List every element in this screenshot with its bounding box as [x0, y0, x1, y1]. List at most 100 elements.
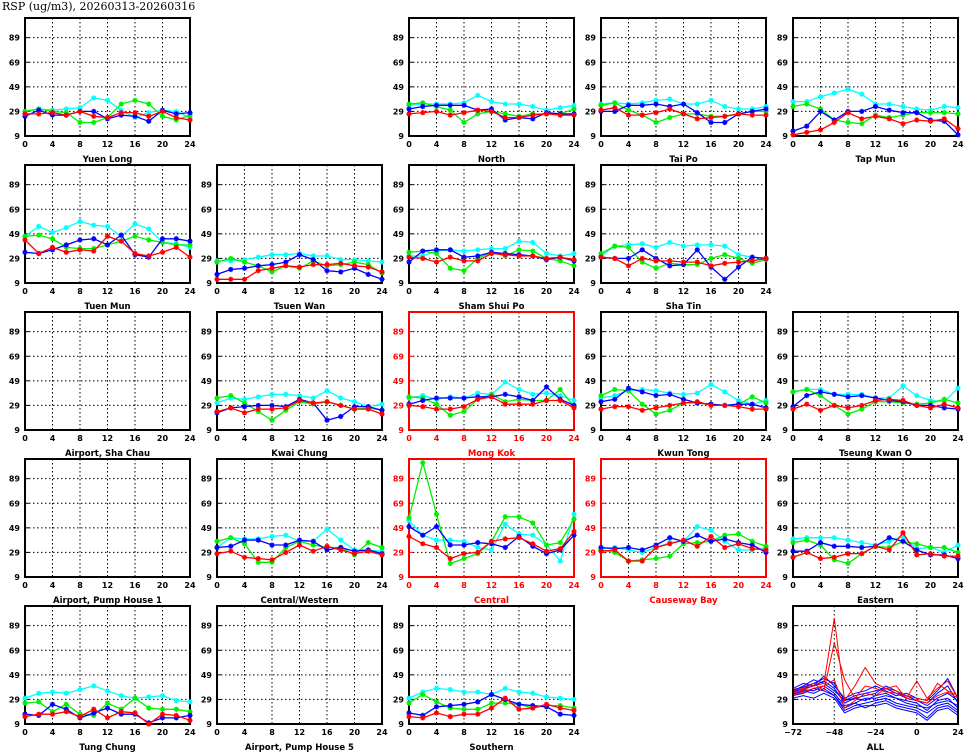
y-tick-label: 89 — [393, 181, 405, 190]
data-point-cyan — [694, 390, 700, 396]
data-point-green — [790, 103, 796, 110]
data-point-blue — [722, 536, 728, 542]
data-point-cyan — [146, 110, 152, 116]
data-point-blue — [886, 535, 892, 541]
x-tick-label: 20 — [541, 287, 553, 296]
data-point-cyan — [722, 243, 728, 249]
data-point-cyan — [680, 391, 687, 397]
data-point-red — [557, 546, 563, 552]
x-tick-label: 24 — [568, 140, 580, 149]
x-tick-label: 16 — [513, 287, 525, 296]
data-point-blue — [475, 539, 481, 546]
data-point-red — [653, 405, 659, 411]
data-point-red — [324, 261, 330, 268]
data-point-cyan — [708, 381, 714, 388]
y-tick-label: 89 — [585, 328, 597, 337]
data-point-red — [132, 710, 138, 716]
data-point-blue — [447, 542, 453, 548]
panel-yuen-long: 9 29 49 69 89 0 4 8 12 16 20 24 Yuen Long — [9, 17, 196, 165]
all-general-line — [793, 687, 958, 719]
data-point-red — [831, 402, 837, 409]
x-tick-label: 20 — [925, 581, 937, 590]
data-point-green — [49, 236, 56, 242]
data-point-red — [22, 237, 28, 243]
x-tick-label: −24 — [867, 728, 885, 737]
x-tick-label: 4 — [50, 728, 56, 737]
x-tick-label: 0 — [598, 434, 604, 443]
plot-area — [25, 312, 190, 430]
data-point-red — [159, 249, 166, 255]
data-point-blue — [598, 399, 604, 405]
panel-mong-kok: 9 29 49 69 89 0 4 8 12 16 20 24 Mong Kok — [393, 311, 580, 459]
data-point-red — [379, 269, 385, 275]
data-point-red — [104, 114, 111, 121]
data-point-blue — [324, 268, 330, 274]
data-point-red — [612, 105, 618, 111]
data-point-green — [351, 259, 358, 265]
data-point-blue — [955, 132, 961, 138]
y-tick-label: 89 — [777, 622, 789, 631]
data-point-red — [543, 397, 550, 404]
x-tick-label: 20 — [157, 140, 169, 149]
x-tick-label: 4 — [50, 581, 56, 590]
data-point-red — [735, 541, 742, 547]
data-point-red — [598, 107, 604, 113]
data-point-cyan — [790, 98, 796, 105]
panel-airport-pump-house-1: 9 29 49 69 89 0 4 8 12 16 20 24 Airport, Pump House … — [9, 458, 196, 606]
data-point-cyan — [338, 537, 344, 543]
data-point-red — [63, 112, 69, 118]
x-tick-label: 0 — [214, 728, 220, 737]
data-point-blue — [283, 542, 289, 548]
plot-frame — [408, 605, 575, 725]
x-tick-label: 16 — [513, 434, 525, 443]
x-tick-label: 0 — [406, 434, 412, 443]
data-point-red — [365, 406, 371, 412]
data-point-green — [598, 102, 604, 108]
data-point-green — [845, 411, 851, 417]
data-point-red — [63, 249, 69, 255]
data-point-red — [872, 543, 879, 549]
data-point-red — [36, 250, 42, 257]
data-point-blue — [749, 401, 755, 407]
x-tick-label: 12 — [102, 140, 113, 149]
data-point-green — [708, 255, 714, 262]
data-point-red — [187, 717, 193, 723]
data-point-cyan — [735, 397, 742, 404]
data-point-green — [146, 705, 152, 711]
y-tick-label: 49 — [9, 230, 21, 239]
data-point-cyan — [735, 252, 742, 258]
data-point-green — [667, 553, 673, 559]
x-tick-label: 24 — [568, 581, 580, 590]
data-point-red — [132, 110, 138, 116]
data-point-green — [255, 559, 261, 565]
data-point-red — [653, 258, 659, 264]
x-tick-label: 4 — [242, 287, 248, 296]
x-tick-label: 16 — [321, 434, 333, 443]
data-point-green — [132, 695, 138, 701]
y-tick-label: 9 — [398, 279, 404, 288]
y-tick-label: 69 — [9, 499, 21, 508]
data-point-red — [420, 715, 426, 721]
x-tick-label: 12 — [678, 287, 689, 296]
data-point-green — [653, 119, 659, 126]
panel-label: Tsuen Wan — [274, 302, 325, 312]
data-point-blue — [296, 537, 303, 543]
data-point-red — [379, 411, 385, 417]
plot-frame — [216, 164, 383, 284]
data-point-red — [859, 116, 865, 122]
data-point-green — [598, 250, 604, 257]
y-tick-label: 89 — [201, 475, 213, 484]
y-tick-label: 9 — [398, 426, 404, 435]
data-point-cyan — [516, 689, 522, 695]
y-tick-label: 69 — [777, 58, 789, 67]
x-tick-label: 24 — [952, 728, 964, 737]
y-tick-label: 69 — [393, 58, 405, 67]
y-tick-label: 69 — [201, 646, 213, 655]
x-tick-label: 0 — [790, 434, 796, 443]
data-point-red — [557, 705, 563, 711]
x-tick-label: 8 — [461, 581, 467, 590]
data-point-red — [255, 406, 261, 412]
data-point-red — [63, 709, 69, 715]
panel-label: Southern — [469, 743, 513, 753]
plot-frame — [600, 164, 767, 284]
